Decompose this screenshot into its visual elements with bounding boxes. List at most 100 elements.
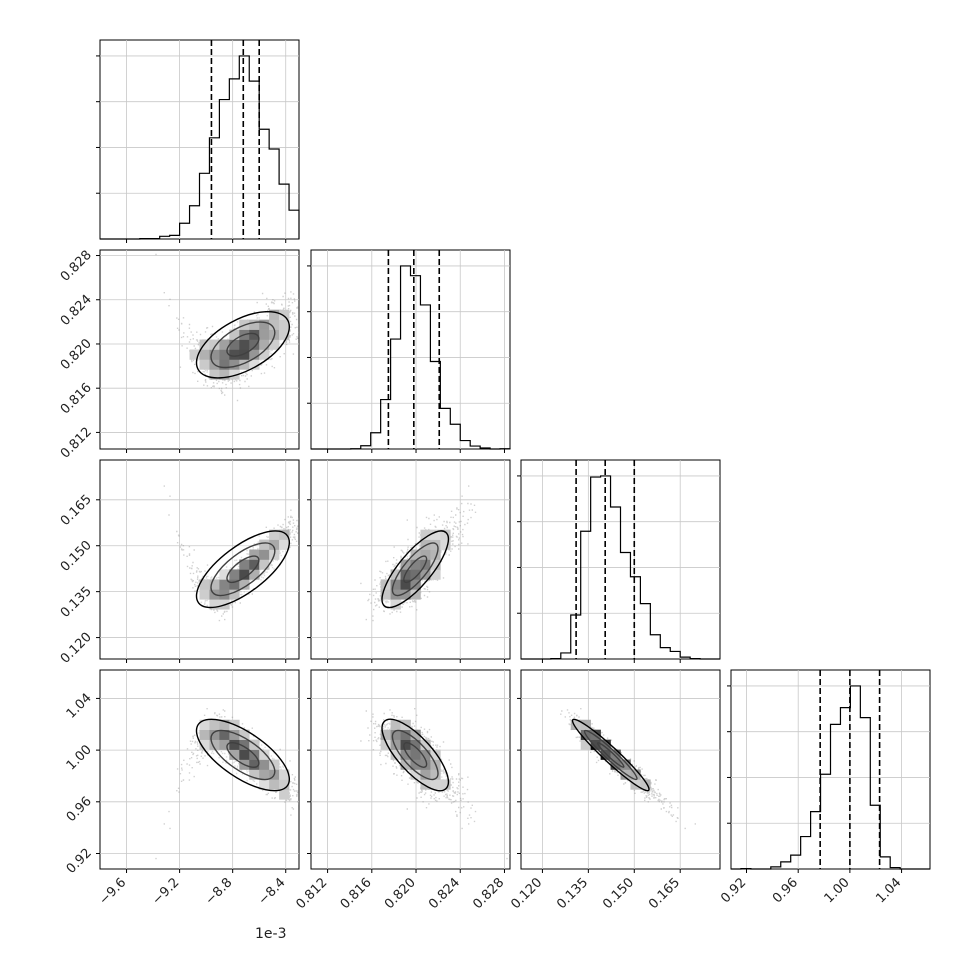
density-bin [400, 559, 411, 570]
density-bin [279, 329, 290, 340]
density-bin [229, 729, 240, 740]
density-bin [279, 529, 290, 540]
density-bin [229, 569, 240, 580]
density-bin [390, 579, 401, 590]
density-layer [155, 253, 299, 402]
density-bin [259, 779, 270, 790]
y-tick-label: 0.820 [58, 336, 95, 373]
density-bin [199, 729, 210, 740]
histogram-panel-2 [517, 459, 721, 663]
density-bin [410, 589, 421, 600]
density-bin [269, 309, 280, 320]
contour-level-2 [391, 542, 439, 597]
density-bin [199, 739, 210, 750]
density-bin [249, 319, 260, 330]
density-bin [209, 739, 220, 750]
contour-level-1 [226, 332, 260, 357]
density-bin [430, 769, 441, 780]
density-bin [259, 549, 270, 560]
density-bin [259, 759, 270, 770]
density-bin [199, 589, 210, 600]
density-bin [209, 579, 220, 590]
y-tick-label: 0.92 [64, 846, 95, 877]
density-bin [420, 749, 431, 760]
density-bin [570, 719, 581, 730]
density-bin [229, 749, 240, 760]
density-layer [155, 708, 299, 860]
density-bin [440, 529, 451, 540]
density-bin [249, 339, 260, 350]
density-bin [219, 369, 230, 380]
density-bin [219, 739, 230, 750]
density-bin [219, 719, 230, 730]
x-tick-label: 0.135 [554, 875, 591, 912]
contour-level-1 [403, 555, 428, 584]
density-layer [163, 485, 299, 622]
density-bin [239, 579, 250, 590]
density-bin [410, 769, 421, 780]
density-bin [199, 359, 210, 370]
density-bin [259, 749, 270, 760]
density-bin [239, 729, 250, 740]
panel-frame [310, 249, 511, 450]
density-bin [239, 569, 250, 580]
histogram-panel-1 [307, 249, 511, 453]
scatter-panel-0-1: 0.812 0.816 0.820 0.824 0.828 [58, 248, 300, 462]
scatter-panel-0-3: 0.92 0.96 1.00 1.04 −9.6 −9.2 −8.8 −8.4 [64, 669, 300, 908]
histogram-step [731, 685, 930, 870]
density-bin [249, 769, 260, 780]
density-bin [410, 739, 421, 750]
density-bin [420, 529, 431, 540]
density-bin [269, 779, 280, 790]
contour-level-3 [195, 530, 291, 609]
density-bin [400, 759, 411, 770]
y-tick-label: 0.165 [58, 492, 95, 529]
density-bin [410, 749, 421, 760]
contour-level-2 [210, 542, 276, 597]
density-bin [269, 339, 280, 350]
density-layer [560, 708, 696, 830]
density-bin [199, 349, 210, 360]
density-bin [440, 779, 451, 790]
contour-level-3 [571, 718, 650, 792]
density-bin [390, 719, 401, 730]
density-bin [259, 769, 270, 780]
x-tick-label: 1.04 [873, 875, 904, 906]
contour-level-1 [226, 742, 260, 768]
density-bin [600, 749, 611, 760]
density-bin [209, 719, 220, 730]
density-bin [610, 749, 621, 760]
y-tick-label: 0.816 [58, 380, 95, 417]
density-bin [590, 739, 601, 750]
density-bin [430, 559, 441, 570]
density-bin [239, 559, 250, 570]
x-tick-label: −8.4 [256, 875, 289, 908]
contour-level-3 [381, 530, 450, 609]
x-tick-label: 1.00 [822, 875, 853, 906]
density-bin [269, 529, 280, 540]
density-layer [360, 485, 477, 622]
histogram-step [521, 475, 720, 660]
contour-level-1 [226, 555, 260, 584]
density-bin [380, 739, 391, 750]
scatter-panel-0-2: 0.120 0.135 0.150 0.165 [58, 459, 300, 667]
density-bin [410, 559, 421, 570]
histogram-step [100, 55, 300, 240]
density-bin [430, 779, 441, 790]
density-bin [249, 349, 260, 360]
density-bin [279, 789, 290, 800]
density-bin [189, 349, 200, 360]
density-bin [249, 559, 260, 570]
density-bin [239, 739, 250, 750]
density-layer [360, 708, 508, 860]
density-bin [380, 589, 391, 600]
density-bin [269, 319, 280, 330]
density-bin [390, 589, 401, 600]
density-bin [420, 779, 431, 790]
density-bin [239, 339, 250, 350]
x-tick-label: −9.2 [149, 875, 182, 908]
density-bin [620, 759, 631, 770]
density-bin [279, 319, 290, 330]
density-bin [259, 319, 270, 330]
density-bin [400, 739, 411, 750]
